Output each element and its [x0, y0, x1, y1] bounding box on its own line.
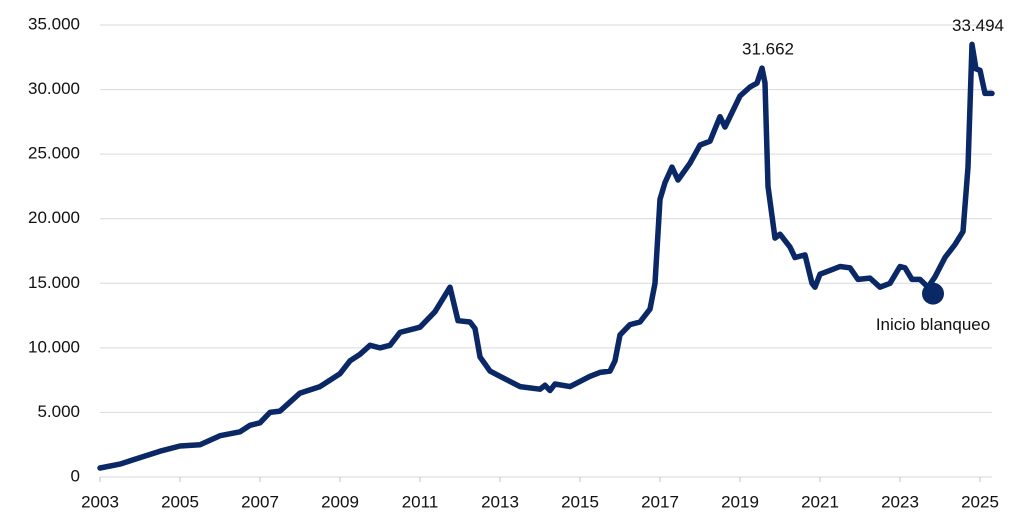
x-tick-label: 2025	[961, 492, 999, 511]
x-tick-label: 2003	[81, 492, 119, 511]
annotation-label: 31.662	[742, 40, 794, 59]
x-tick-label: 2009	[321, 492, 359, 511]
x-tick-label: 2005	[161, 492, 199, 511]
x-tick-label: 2019	[721, 492, 759, 511]
y-tick-label: 10.000	[28, 337, 80, 356]
y-tick-label: 0	[71, 466, 80, 485]
y-tick-label: 15.000	[28, 273, 80, 292]
y-tick-label: 25.000	[28, 144, 80, 163]
x-tick-label: 2013	[481, 492, 519, 511]
y-tick-label: 5.000	[37, 402, 80, 421]
y-tick-label: 30.000	[28, 79, 80, 98]
x-tick-label: 2011	[402, 492, 439, 511]
line-series	[97, 41, 995, 471]
annotation-marker	[922, 282, 944, 305]
x-tick-label: 2017	[641, 492, 679, 511]
y-tick-label: 35.000	[28, 14, 80, 33]
y-tick-label: 20.000	[28, 208, 80, 227]
annotation-label: 33.494	[952, 16, 1004, 35]
x-tick-label: 2023	[881, 492, 919, 511]
x-tick-label: 2007	[241, 492, 279, 511]
x-tick-label: 2015	[561, 492, 599, 511]
x-tick-label: 2021	[801, 492, 839, 511]
annotation-label: Inicio blanqueo	[876, 315, 990, 334]
